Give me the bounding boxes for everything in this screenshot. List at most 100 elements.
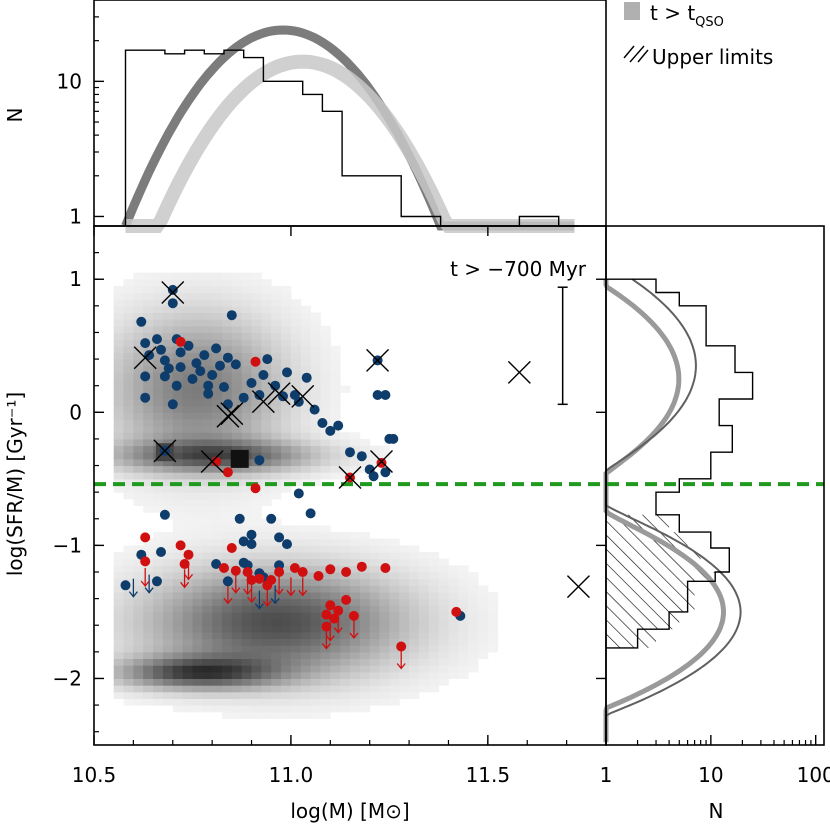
density-cell — [153, 305, 164, 313]
density-cell — [123, 658, 134, 666]
density-cell — [222, 585, 233, 593]
density-cell — [271, 399, 282, 407]
density-cell — [290, 705, 302, 713]
density-cell — [231, 339, 243, 347]
density-cell — [153, 272, 164, 280]
density-cell — [222, 605, 233, 613]
density-cell — [330, 638, 341, 646]
density-cell — [310, 538, 321, 546]
density-cell — [192, 492, 203, 500]
density-cell — [182, 512, 193, 520]
red-point — [226, 543, 237, 553]
density-cell — [172, 472, 184, 480]
density-cell — [320, 352, 331, 360]
blue-point — [222, 399, 233, 410]
density-cell — [310, 691, 321, 699]
density-cell — [241, 592, 252, 600]
density-cell — [468, 572, 479, 580]
density-cell — [409, 605, 420, 613]
density-cell — [212, 552, 223, 560]
density-cell — [162, 552, 174, 560]
density-cell — [271, 352, 282, 360]
density-cell — [487, 645, 499, 653]
blue-point — [211, 343, 222, 354]
density-cell — [290, 592, 302, 600]
density-cell — [300, 412, 312, 420]
density-cell — [478, 592, 489, 600]
density-cell — [241, 279, 252, 287]
density-cell — [133, 299, 144, 307]
density-cell — [271, 419, 282, 427]
density-cell — [212, 685, 223, 693]
blue-point — [246, 529, 257, 540]
density-cell — [310, 645, 321, 653]
density-cell — [300, 425, 312, 433]
upper-limit-arrowhead — [247, 596, 257, 604]
density-cell — [261, 379, 272, 387]
density-cell — [133, 365, 144, 373]
density-cell — [320, 445, 331, 453]
density-cell — [192, 425, 203, 433]
blue-point — [230, 359, 241, 370]
upper-limit-arrowhead — [243, 588, 253, 596]
density-cell — [418, 665, 430, 673]
density-cell — [290, 645, 302, 653]
density-cell — [133, 698, 144, 706]
axis-ticks: 10.5 11.0 11.5−2−101 — [53, 226, 607, 787]
density-cell — [251, 372, 262, 380]
density-cell — [212, 611, 223, 620]
density-cell — [330, 458, 341, 467]
density-cell — [182, 332, 193, 340]
density-cell — [192, 658, 203, 666]
density-cell — [172, 438, 184, 447]
density-cell — [123, 419, 134, 427]
density-cell — [399, 651, 410, 659]
density-cell — [350, 552, 361, 560]
density-cell — [222, 359, 233, 367]
density-cell — [231, 292, 243, 300]
density-cell — [172, 285, 184, 294]
density-cell — [478, 611, 489, 620]
density-cell — [133, 272, 144, 280]
blue-point — [234, 513, 245, 524]
density-cell — [261, 425, 272, 433]
density-cell — [281, 312, 292, 320]
density-cell — [281, 525, 292, 533]
density-cell — [428, 665, 440, 673]
density-cell — [172, 512, 184, 520]
density-cell — [448, 631, 459, 640]
density-cell — [359, 638, 371, 646]
density-cell — [143, 399, 154, 407]
density-cell — [468, 618, 479, 626]
density-cell — [172, 685, 184, 693]
density-cell — [212, 405, 223, 413]
red-point — [140, 532, 151, 543]
density-cell — [428, 598, 440, 606]
density-cell — [123, 545, 134, 553]
density-cell — [418, 671, 430, 679]
density-cell — [340, 658, 351, 666]
upper-limit-arrowhead — [254, 603, 264, 610]
density-cell — [153, 312, 164, 320]
density-cell — [251, 505, 262, 513]
density-cell — [418, 592, 430, 600]
density-cell — [182, 432, 193, 440]
density-cell — [290, 325, 302, 333]
density-cell — [261, 532, 272, 540]
density-cell — [300, 405, 312, 413]
density-cell — [202, 645, 213, 653]
density-cell — [143, 359, 154, 367]
density-cell — [182, 365, 193, 373]
density-cell — [359, 645, 371, 653]
density-cell — [113, 312, 124, 320]
density-cell — [202, 572, 213, 580]
density-cell — [192, 399, 203, 407]
density-cell — [281, 385, 292, 393]
density-cell — [222, 572, 233, 580]
density-cell — [133, 611, 144, 620]
x-tick-label: 11.0 — [269, 763, 314, 787]
density-cell — [222, 445, 233, 453]
density-cell — [162, 665, 174, 673]
density-cell — [330, 412, 341, 420]
density-cell — [271, 638, 282, 646]
